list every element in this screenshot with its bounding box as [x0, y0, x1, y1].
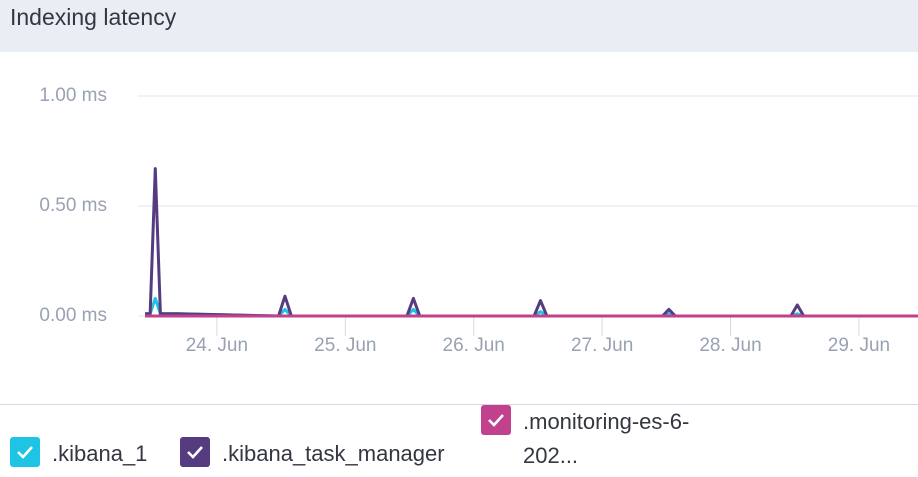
- x-tick-label: 24. Jun: [186, 335, 248, 356]
- chart-title: Indexing latency: [10, 4, 177, 30]
- y-tick-label: 0.00 ms: [39, 305, 107, 326]
- y-tick-label: 0.50 ms: [39, 195, 107, 216]
- x-tick-label: 28. Jun: [699, 335, 761, 356]
- x-tick-label: 26. Jun: [443, 335, 505, 356]
- legend-item[interactable]: .monitoring-es-6-202...: [481, 405, 723, 473]
- chart: 0.00 ms 0.50 ms 1.00 ms 24. Jun 25. Jun 26. J…: [39, 85, 918, 356]
- check-icon: [17, 446, 33, 459]
- legend-checkbox[interactable]: [481, 405, 511, 435]
- legend-checkbox[interactable]: [10, 437, 40, 467]
- x-tick-label: 29. Jun: [828, 335, 890, 356]
- x-tick-label: 25. Jun: [314, 335, 376, 356]
- legend-label: .monitoring-es-6-202...: [523, 409, 690, 468]
- legend-label: .kibana_1: [52, 441, 148, 466]
- check-icon: [488, 414, 504, 427]
- panel-header: Indexing latency: [0, 0, 918, 52]
- x-tick-label: 27. Jun: [571, 335, 633, 356]
- legend-label: .kibana_task_manager: [222, 441, 445, 466]
- y-tick-label: 1.00 ms: [39, 85, 107, 106]
- legend-checkbox[interactable]: [180, 437, 210, 467]
- legend-item[interactable]: .kibana_task_manager: [180, 437, 445, 471]
- legend-item[interactable]: .kibana_1: [10, 437, 252, 471]
- legend: .kibana_1 .kibana_task_manager .monitoring…: [0, 404, 918, 477]
- series-line: [145, 167, 918, 318]
- check-icon: [187, 446, 203, 459]
